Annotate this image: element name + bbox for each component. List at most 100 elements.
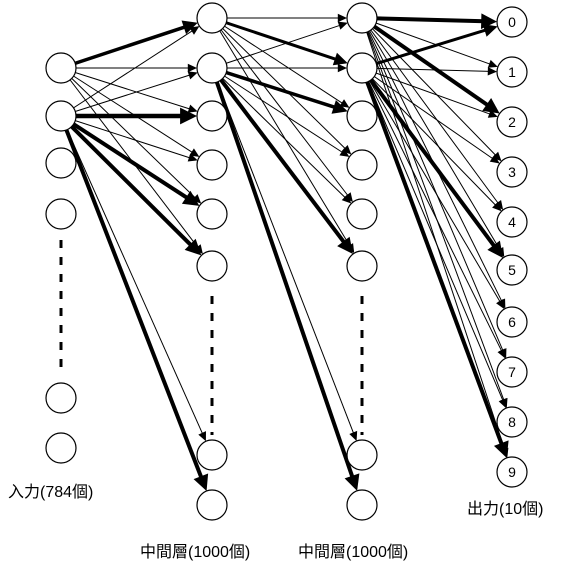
arrow-head	[193, 473, 209, 492]
connection-arrow	[60, 67, 200, 157]
output-node	[496, 306, 528, 338]
output-node-label: 1	[508, 64, 516, 80]
hidden1-node	[196, 2, 228, 34]
connection-arrow	[60, 67, 198, 113]
connection-line	[361, 17, 501, 252]
connection-line	[361, 67, 494, 160]
arrow-head	[189, 26, 200, 35]
connection-arrow	[60, 71, 198, 117]
connection-line	[60, 115, 191, 159]
arrow-head	[187, 71, 198, 80]
connection-arrow	[59, 114, 202, 256]
arrow-head	[496, 299, 505, 310]
connection-line	[211, 17, 351, 248]
output-node	[496, 456, 528, 488]
connection-arrow	[361, 17, 502, 162]
output-node-label: 0	[508, 14, 516, 30]
arrow-head	[344, 473, 360, 491]
hidden1-node	[196, 198, 228, 230]
connection-line	[361, 67, 497, 207]
connection-line	[211, 17, 347, 150]
arrow-head	[487, 59, 498, 68]
connection-arrow	[361, 67, 500, 164]
connection-arrow	[60, 20, 198, 70]
connection-line	[361, 67, 504, 402]
output-node-label: 3	[508, 164, 516, 180]
connection-line	[59, 114, 190, 201]
connection-arrow	[361, 17, 498, 68]
connection-arrow	[59, 115, 209, 492]
connection-arrow	[211, 21, 348, 69]
connection-line	[211, 67, 344, 154]
connection-arrow	[361, 24, 498, 70]
connection-line	[210, 66, 347, 246]
connection-line	[361, 17, 505, 402]
connection-line	[361, 28, 488, 70]
connection-arrow	[211, 17, 353, 203]
connection-arrow	[212, 13, 347, 23]
connection-arrow	[60, 67, 202, 204]
arrow-head	[198, 431, 206, 442]
arrow-head	[497, 348, 506, 359]
connection-arrow	[210, 67, 360, 491]
arrow-head	[181, 190, 200, 206]
connection-line	[60, 67, 194, 154]
hidden1-node	[196, 439, 228, 471]
arrow-head	[337, 236, 353, 255]
connection-arrow	[211, 16, 348, 66]
arrow-head	[341, 145, 352, 155]
arrow-head	[492, 151, 502, 162]
arrow-head	[181, 20, 198, 35]
output-node	[496, 356, 528, 388]
connection-arrow	[361, 67, 502, 212]
connection-line	[60, 74, 191, 117]
hidden2-node	[346, 100, 378, 132]
hidden1-node	[196, 149, 228, 181]
connection-arrow	[361, 67, 498, 76]
arrow-head	[180, 107, 197, 125]
connection-line	[361, 17, 497, 157]
connection-line	[361, 17, 504, 352]
connection-arrow	[360, 16, 500, 114]
output-layer-label: 出力(10個)	[467, 500, 543, 518]
arrow-head	[498, 398, 507, 409]
hidden1-layer-label: 中間層(1000個)	[140, 543, 250, 561]
input-node	[45, 147, 77, 179]
arrow-head	[337, 63, 347, 73]
output-node-label: 6	[508, 314, 516, 330]
arrow-head	[187, 63, 197, 73]
hidden1-node	[196, 100, 228, 132]
input-layer-label: 入力(784個)	[8, 483, 93, 501]
hidden1-node	[196, 52, 228, 84]
ellipsis-dashes	[59, 240, 364, 435]
connection-line	[210, 67, 355, 480]
connection-arrow	[211, 66, 348, 114]
connection-arrow	[211, 17, 350, 108]
connection-line	[361, 17, 500, 205]
connection-line	[361, 17, 492, 65]
connection-line	[60, 29, 194, 117]
hidden1-node	[196, 250, 228, 282]
connection-line	[360, 66, 498, 250]
hidden2-node	[346, 439, 378, 471]
connection-line	[360, 67, 505, 447]
connection-line	[211, 17, 344, 105]
connection-line	[59, 114, 194, 248]
arrow-head	[339, 148, 350, 157]
arrow-head	[482, 24, 498, 37]
arrow-head	[493, 440, 509, 458]
neuron-nodes: 0 1 2 3 4 5 6 7 8 9	[45, 2, 528, 521]
connection-arrow	[361, 13, 498, 29]
connection-line	[211, 16, 338, 62]
arrow-head	[487, 67, 498, 76]
connection-line	[211, 67, 347, 199]
output-node	[496, 56, 528, 88]
connection-line	[361, 16, 485, 24]
connection-line	[360, 16, 491, 108]
connection-arrow	[60, 26, 200, 117]
output-node-label: 8	[508, 414, 516, 430]
output-node	[496, 106, 528, 138]
arrow-head	[189, 148, 200, 157]
connection-line	[60, 24, 188, 70]
arrow-head	[482, 98, 500, 114]
